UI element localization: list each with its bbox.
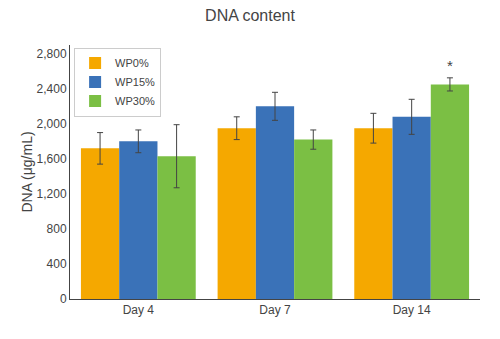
svg-text:*: * [447, 57, 453, 74]
svg-text:400: 400 [47, 257, 67, 271]
svg-text:800: 800 [47, 222, 67, 236]
svg-text:0: 0 [60, 292, 67, 306]
svg-text:1,200: 1,200 [37, 187, 67, 201]
svg-text:2,400: 2,400 [37, 82, 67, 96]
svg-text:Day 14: Day 14 [393, 303, 431, 317]
svg-text:WP15%: WP15% [115, 76, 155, 88]
svg-text:DNA (μg/mL): DNA (μg/mL) [19, 131, 35, 212]
svg-text:WP0%: WP0% [115, 57, 149, 69]
svg-text:Day 7: Day 7 [259, 303, 291, 317]
svg-text:Day 4: Day 4 [123, 303, 155, 317]
svg-text:1,600: 1,600 [37, 152, 67, 166]
svg-text:WP30%: WP30% [115, 95, 155, 107]
svg-text:DNA content: DNA content [205, 7, 295, 24]
svg-text:2,800: 2,800 [37, 47, 67, 61]
svg-text:2,000: 2,000 [37, 117, 67, 131]
